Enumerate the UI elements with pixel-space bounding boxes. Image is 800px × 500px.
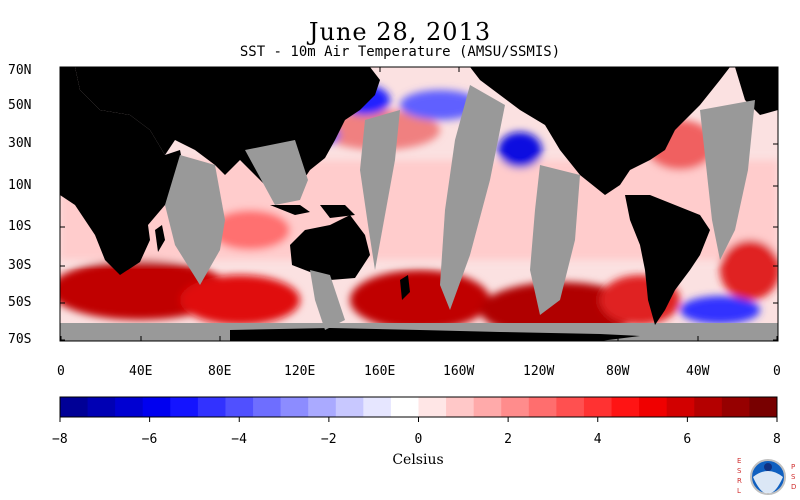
lon-label: 80E xyxy=(208,364,232,379)
colorbar-swatch xyxy=(446,397,475,417)
colorbar-tick: −4 xyxy=(231,432,247,447)
lat-label: 70N xyxy=(8,63,32,78)
lon-label: 120W xyxy=(523,364,555,379)
lon-label: 40E xyxy=(129,364,153,379)
colorbar-label: Celsius xyxy=(392,452,444,468)
lon-label: 0 xyxy=(773,364,781,379)
colorbar-swatch xyxy=(60,397,89,417)
svg-text:E: E xyxy=(737,457,741,465)
colorbar-swatch xyxy=(253,397,282,417)
colorbar xyxy=(59,396,778,422)
colorbar-swatch xyxy=(556,397,585,417)
colorbar-swatch xyxy=(418,397,447,417)
colorbar-swatch xyxy=(528,397,557,417)
lat-label: 10N xyxy=(8,178,32,193)
colorbar-swatch xyxy=(390,397,419,417)
lat-label: 30N xyxy=(8,136,32,151)
colorbar-swatch xyxy=(473,397,502,417)
lat-ticks xyxy=(60,70,778,341)
lon-label: 80W xyxy=(606,364,630,379)
colorbar-tick: −2 xyxy=(320,432,337,447)
colorbar-swatch xyxy=(225,397,254,417)
colorbar-tick: −6 xyxy=(141,432,158,447)
lon-label: 0 xyxy=(57,364,65,379)
colorbar-tick: 6 xyxy=(683,432,692,447)
svg-text:S: S xyxy=(737,467,742,475)
colorbar-tick: 4 xyxy=(593,432,602,447)
colorbar-tick: −8 xyxy=(52,432,68,447)
colorbar-swatch xyxy=(363,397,392,417)
lat-label: 50S xyxy=(8,295,32,310)
colorbar-tick: 8 xyxy=(773,432,781,447)
lat-label: 50N xyxy=(8,98,32,113)
svg-text:R: R xyxy=(737,477,742,485)
colorbar-tick: 0 xyxy=(414,432,423,447)
svg-text:S: S xyxy=(791,473,796,481)
colorbar-tick: 2 xyxy=(504,432,512,447)
colorbar-swatch xyxy=(197,397,226,417)
land-masses xyxy=(60,67,778,325)
colorbar-swatch xyxy=(749,397,778,417)
colorbar-swatch xyxy=(335,397,364,417)
lon-label: 160W xyxy=(443,364,475,379)
colorbar-swatch xyxy=(721,397,750,417)
colorbar-swatch xyxy=(501,397,530,417)
svg-text:P: P xyxy=(791,463,795,471)
colorbar-swatch xyxy=(308,397,337,417)
map-title: June 28, 2013 xyxy=(308,18,492,46)
lat-label: 70S xyxy=(8,332,32,347)
colorbar-swatch xyxy=(694,397,723,417)
colorbar-swatch xyxy=(666,397,695,417)
lat-label: 10S xyxy=(8,219,32,234)
lon-label: 120E xyxy=(284,364,316,379)
colorbar-swatch xyxy=(639,397,668,417)
colorbar-swatch xyxy=(583,397,613,417)
lon-label: 40W xyxy=(686,364,710,379)
lon-ticks xyxy=(60,67,778,341)
colorbar-swatch xyxy=(87,397,116,417)
lat-label: 30S xyxy=(8,258,32,273)
svg-text:L: L xyxy=(737,487,741,495)
colorbar-swatch xyxy=(142,397,171,417)
noaa-logo: E S R L P S D xyxy=(737,457,796,495)
colorbar-swatch xyxy=(170,397,199,417)
colorbar-swatch xyxy=(611,397,640,417)
map-frame xyxy=(59,66,779,342)
lon-label: 160E xyxy=(364,364,396,379)
colorbar-swatch xyxy=(280,397,309,417)
colorbar-swatch xyxy=(115,397,144,417)
map-subtitle: SST - 10m Air Temperature (AMSU/SSMIS) xyxy=(239,44,561,60)
sst-field xyxy=(60,67,778,341)
svg-text:D: D xyxy=(791,483,796,491)
esrl-psd-logo-mark: E S R L P S D xyxy=(737,457,796,495)
missing-data-swaths xyxy=(165,85,755,330)
